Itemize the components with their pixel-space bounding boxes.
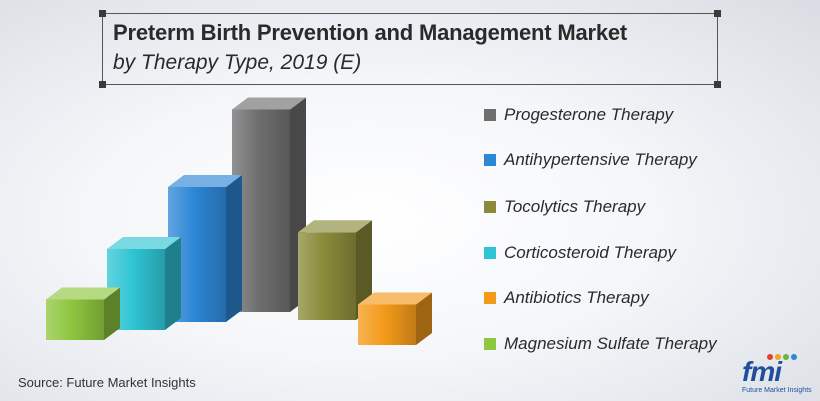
- title-box-corner: [99, 81, 106, 88]
- legend-swatch: [484, 247, 496, 259]
- title-box-corner: [99, 10, 106, 17]
- chart-title: Preterm Birth Prevention and Management …: [113, 20, 628, 45]
- title-box: Preterm Birth Prevention and Management …: [99, 10, 721, 88]
- legend-label: Antibiotics Therapy: [504, 288, 649, 307]
- legend-swatch: [484, 292, 496, 304]
- bar-antibiotics-therapy: [358, 292, 432, 345]
- logo-dots-icon: [767, 354, 797, 360]
- legend-item: Progesterone Therapy: [484, 104, 673, 126]
- bar-top: [46, 287, 120, 300]
- bar-tocolytics-therapy: [298, 220, 372, 320]
- title-box-corner: [714, 81, 721, 88]
- source-note: Source: Future Market Insights: [18, 375, 196, 390]
- bar-top: [232, 97, 306, 110]
- bar-top: [298, 220, 372, 233]
- bar-top: [107, 237, 181, 249]
- bar-antihypertensive-therapy: [168, 175, 242, 322]
- legend-swatch: [484, 201, 496, 213]
- bar-front: [298, 232, 356, 320]
- legend-label: Progesterone Therapy: [504, 105, 674, 124]
- bar-side: [165, 237, 181, 330]
- legend-label: Magnesium Sulfate Therapy: [504, 334, 717, 353]
- bar-front: [46, 299, 104, 340]
- logo-tagline: Future Market Insights: [742, 387, 812, 394]
- chart-subtitle: by Therapy Type, 2019 (E): [113, 51, 362, 74]
- title-box-corner: [714, 10, 721, 17]
- legend-label: Tocolytics Therapy: [504, 197, 646, 216]
- legend-item: Tocolytics Therapy: [484, 196, 645, 218]
- bar-chart: [46, 97, 432, 345]
- legend-item: Magnesium Sulfate Therapy: [484, 333, 717, 355]
- fmi-logo: fmi Future Market Insights: [740, 352, 812, 396]
- bar-side: [356, 220, 372, 320]
- legend-swatch: [484, 154, 496, 166]
- legend-item: Antihypertensive Therapy: [484, 149, 697, 171]
- bar-top: [168, 175, 242, 187]
- bar-progesterone-therapy: [232, 97, 306, 312]
- bar-front: [358, 304, 416, 345]
- logo-text: fmi: [742, 356, 782, 387]
- legend-label: Antihypertensive Therapy: [504, 150, 697, 169]
- legend-swatch: [484, 109, 496, 121]
- bar-top: [358, 292, 432, 305]
- legend-swatch: [484, 338, 496, 350]
- bar-magnesium-sulfate-therapy: [46, 287, 120, 340]
- bar-side: [226, 175, 242, 322]
- legend-label: Corticosteroid Therapy: [504, 243, 676, 262]
- legend-item: Corticosteroid Therapy: [484, 242, 676, 264]
- legend-item: Antibiotics Therapy: [484, 287, 649, 309]
- bar-side: [104, 287, 120, 340]
- bar-side: [416, 292, 432, 345]
